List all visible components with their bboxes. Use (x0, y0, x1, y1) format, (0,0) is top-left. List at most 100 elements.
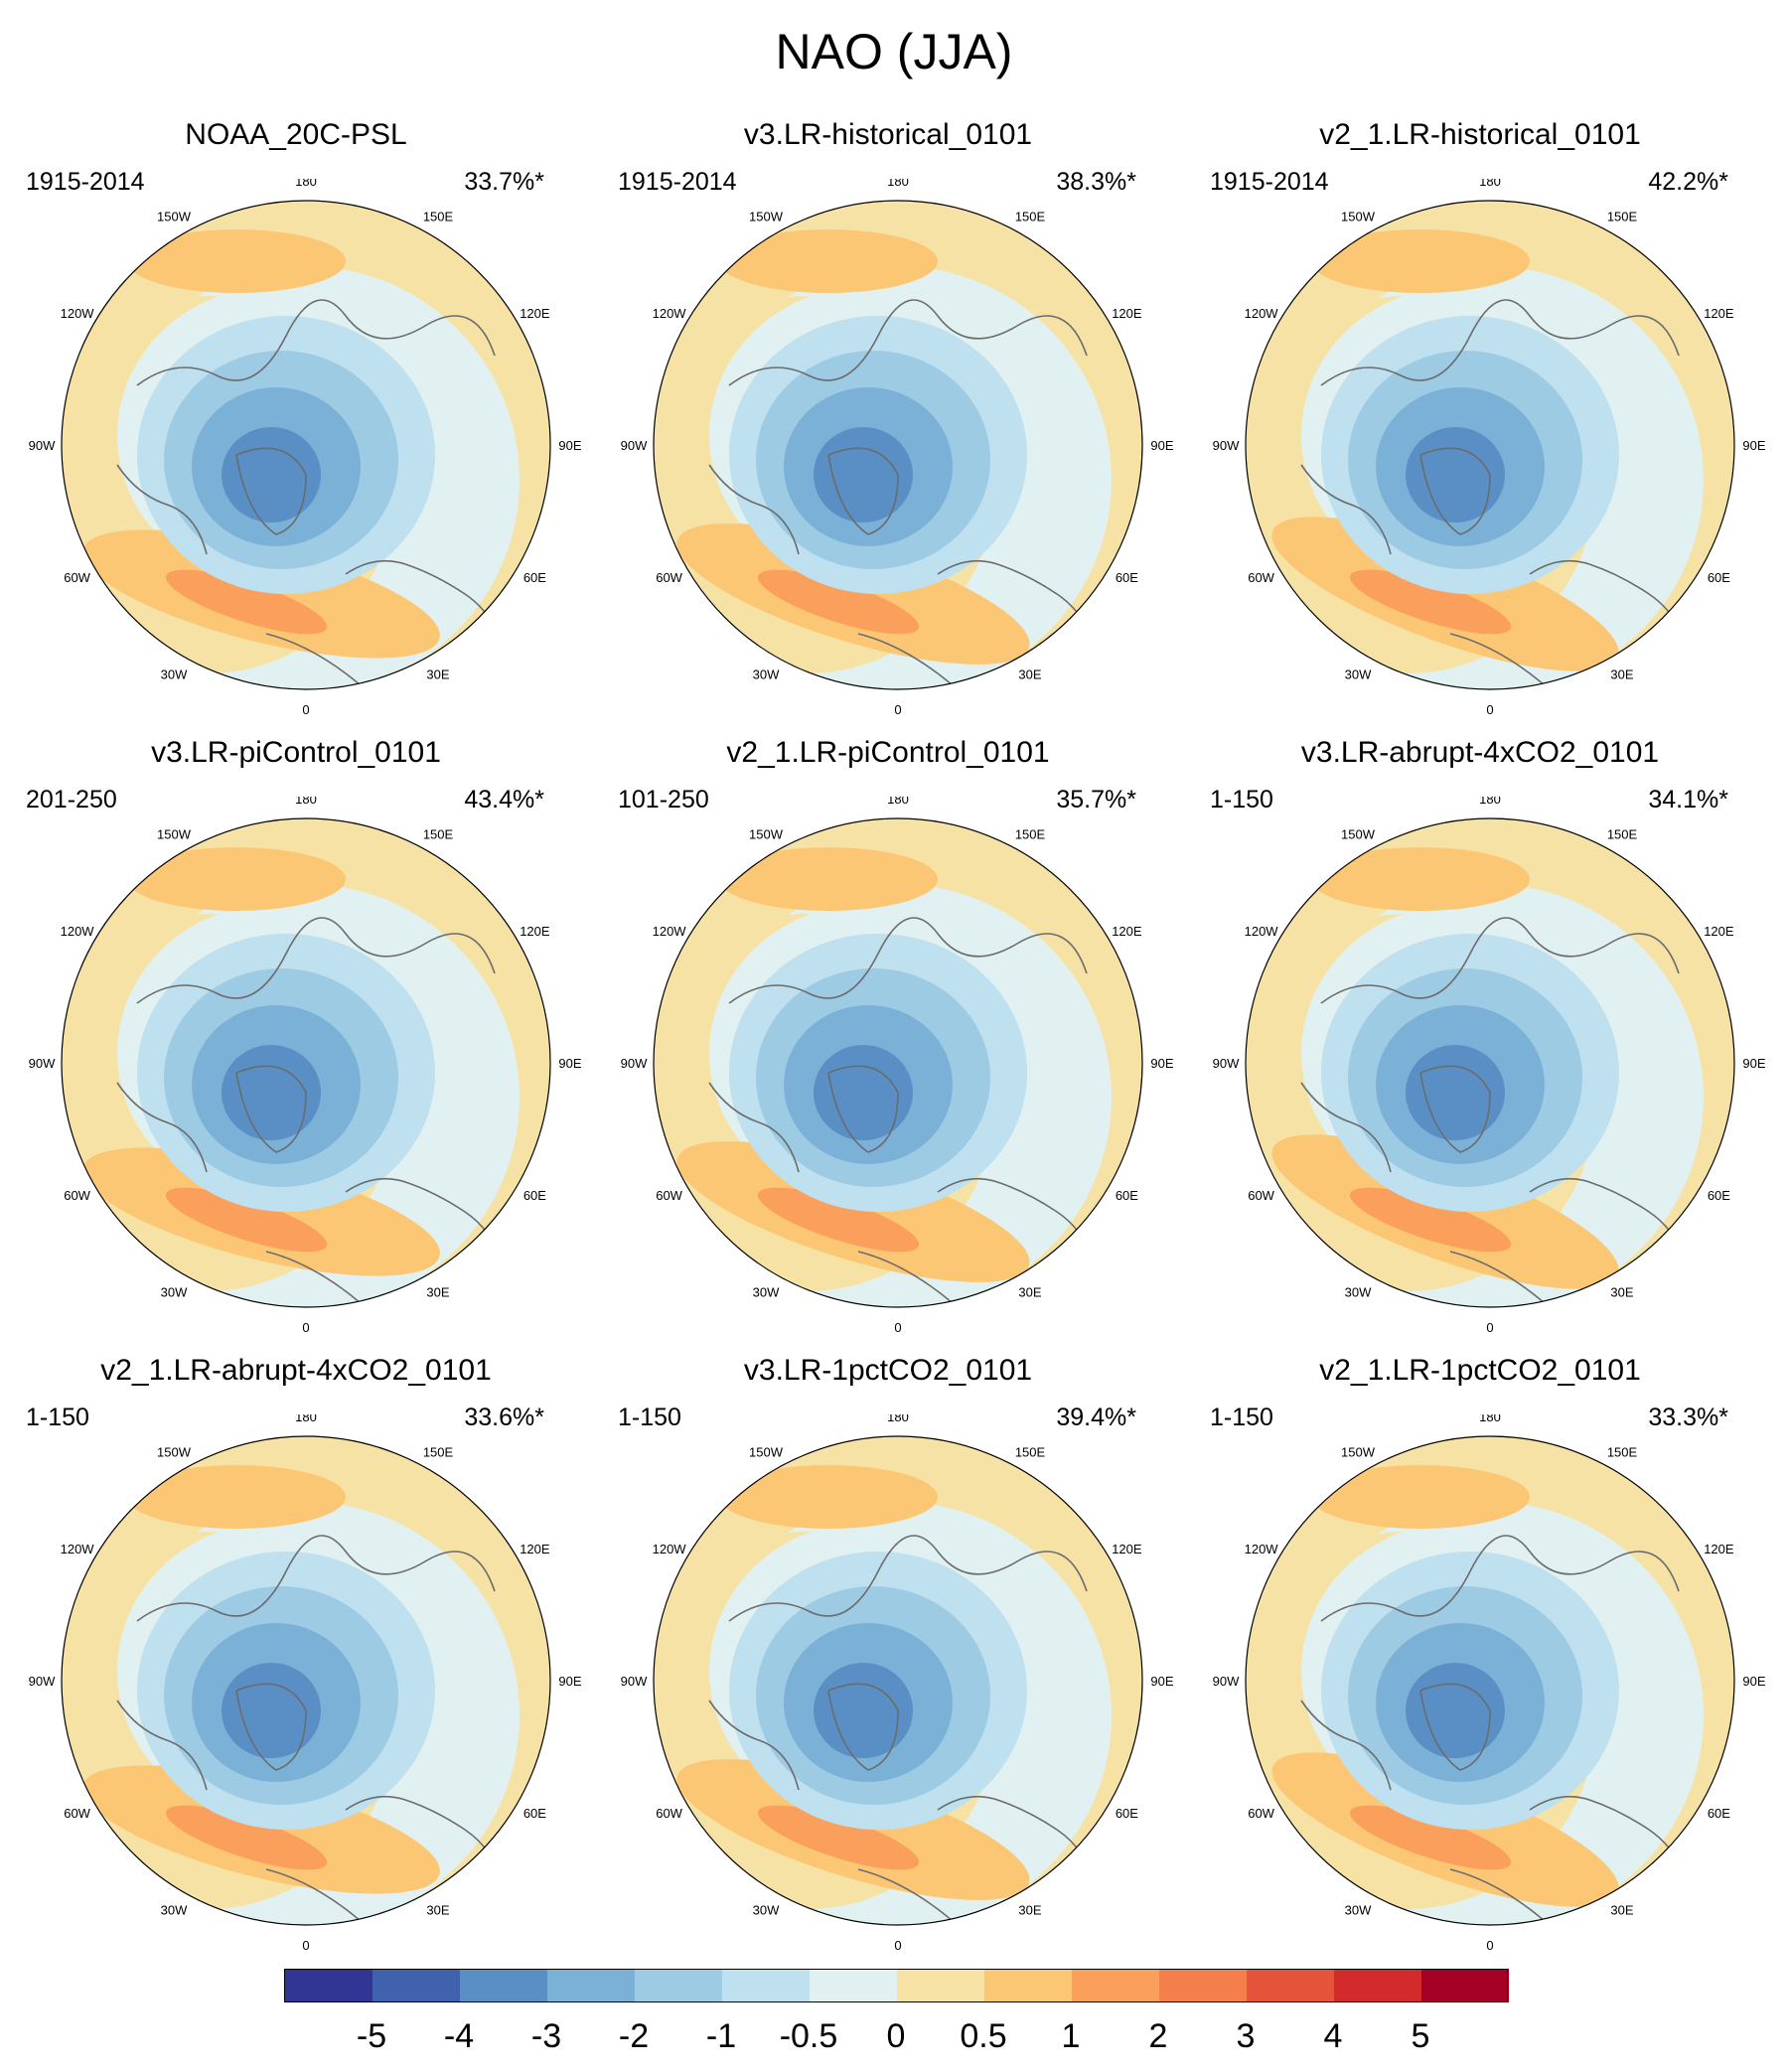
longitude-label: 30W (1345, 1284, 1372, 1299)
longitude-label: 60E (523, 1806, 546, 1821)
longitude-label: 120E (1704, 924, 1734, 939)
longitude-label: 60W (656, 1806, 682, 1821)
coastlines (116, 1535, 506, 1925)
panel-variance: 33.3%* (1648, 1404, 1728, 1431)
panel-period: 101-250 (618, 786, 709, 814)
panel-title: v2_1.LR-piControl_0101 (726, 736, 1050, 769)
longitude-label: 60W (656, 570, 682, 585)
coastlines (116, 299, 506, 689)
polar-map: 180 150E 120E 90E 60E 30E 0 30W 60W 90W 120W 150W (1213, 1414, 1766, 1951)
longitude-label: 120E (520, 924, 550, 939)
panel-variance: 33.7%* (464, 168, 544, 196)
panel-title: v3.LR-1pctCO2_0101 (743, 1354, 1033, 1387)
panel-variance: 43.4%* (464, 786, 544, 814)
longitude-label: 30E (1018, 666, 1041, 681)
map-boundary (1245, 817, 1735, 1308)
map-boundary (61, 817, 551, 1308)
map-boundary (653, 817, 1143, 1308)
map-panel: v3.LR-abrupt-4xCO2_0101 1-150 34.1%* 180 150… (1184, 735, 1776, 1333)
longitude-label: 180 (1479, 1414, 1501, 1424)
panel-variance: 33.6%* (464, 1404, 544, 1431)
longitude-label: 0 (1486, 1938, 1493, 1951)
polar-map: 180 150E 120E 90E 60E 30E 0 30W 60W 90W 120W 150W (621, 797, 1174, 1333)
longitude-label: 90W (621, 1056, 648, 1071)
longitude-label: 0 (1486, 702, 1493, 715)
longitude-label: 150E (1607, 1445, 1638, 1460)
longitude-label: 120W (1245, 924, 1279, 939)
polar-map: 180 150E 120E 90E 60E 30E 0 30W 60W 90W 120W 150W (1213, 179, 1766, 715)
colorbar-label: 2 (1148, 2017, 1168, 2055)
longitude-label: 150E (1015, 827, 1046, 842)
pacific-positive (1311, 847, 1530, 911)
longitude-label: 30E (1610, 1902, 1633, 1917)
colorbar-box (284, 1969, 372, 2002)
longitude-label: 60E (523, 570, 546, 585)
longitude-label: 180 (1479, 179, 1501, 189)
polar-map: 180 150E 120E 90E 60E 30E 0 30W 60W 90W 120W 150W (29, 797, 582, 1333)
longitude-label: 60E (1708, 1806, 1730, 1821)
colorbar-box (546, 1969, 635, 2002)
longitude-label: 30E (1018, 1284, 1041, 1299)
map-panel: v2_1.LR-abrupt-4xCO2_0101 1-150 33.6%* 180 1… (0, 1353, 592, 1951)
panel-period: 1-150 (618, 1404, 681, 1431)
longitude-label: 120E (1112, 924, 1142, 939)
longitude-label: 120W (1245, 306, 1279, 321)
longitude-label: 60W (64, 1188, 90, 1203)
coastlines (1300, 299, 1690, 689)
colorbar-box (721, 1969, 810, 2002)
colorbar-label: -2 (618, 2017, 650, 2055)
longitude-label: 120W (653, 1542, 687, 1556)
colorbar-label: 0.5 (960, 2017, 1007, 2055)
pacific-positive (127, 229, 346, 293)
pacific-positive (1311, 1465, 1530, 1529)
colorbar-box (1420, 1969, 1509, 2002)
panel-title: v3.LR-abrupt-4xCO2_0101 (1300, 736, 1660, 769)
longitude-label: 150E (1015, 210, 1046, 224)
longitude-label: 30W (1345, 666, 1372, 681)
polar-map: 180 150E 120E 90E 60E 30E 0 30W 60W 90W 120W 150W (621, 179, 1174, 715)
colorbar (284, 1969, 1509, 2002)
longitude-label: 0 (1486, 1320, 1493, 1333)
panel-period: 1915-2014 (618, 168, 737, 196)
colorbar-box (1333, 1969, 1421, 2002)
coastlines (116, 917, 506, 1307)
panel-title: NOAA_20C-PSL (185, 118, 407, 151)
map-boundary (61, 1435, 551, 1926)
longitude-label: 120E (1112, 1542, 1142, 1556)
longitude-label: 150W (157, 1445, 192, 1460)
positive-band-core (165, 569, 328, 635)
longitude-label: 90E (1742, 1056, 1765, 1071)
panel-title: v3.LR-historical_0101 (743, 118, 1033, 151)
longitude-label: 90E (1150, 1674, 1173, 1689)
positive-band-core (757, 1805, 920, 1870)
longitude-label: 150E (423, 210, 454, 224)
longitude-label: 120W (61, 924, 95, 939)
positive-band-core (1349, 1805, 1512, 1870)
longitude-label: 180 (887, 797, 909, 807)
longitude-label: 120W (653, 306, 687, 321)
coastlines (708, 299, 1098, 689)
longitude-label: 30E (1018, 1902, 1041, 1917)
longitude-label: 120E (1704, 306, 1734, 321)
longitude-label: 120W (1245, 1542, 1279, 1556)
panel-period: 1915-2014 (26, 168, 145, 196)
panel-title: v2_1.LR-historical_0101 (1319, 118, 1641, 151)
longitude-label: 150E (1607, 210, 1638, 224)
longitude-label: 150W (157, 827, 192, 842)
longitude-label: 90W (621, 438, 648, 453)
colorbar-label: 5 (1411, 2017, 1430, 2055)
longitude-label: 60E (1116, 1188, 1138, 1203)
longitude-label: 30W (753, 1284, 780, 1299)
coastlines (1300, 1535, 1690, 1925)
longitude-label: 180 (295, 179, 317, 189)
longitude-label: 30E (426, 1284, 449, 1299)
longitude-label: 30W (161, 1284, 188, 1299)
polar-map: 180 150E 120E 90E 60E 30E 0 30W 60W 90W 120W 150W (29, 1414, 582, 1951)
longitude-label: 90W (29, 1674, 56, 1689)
longitude-label: 150W (1341, 210, 1376, 224)
panel-variance: 34.1%* (1648, 786, 1728, 814)
colorbar-box (809, 1969, 897, 2002)
longitude-label: 90W (621, 1674, 648, 1689)
pacific-positive (127, 847, 346, 911)
map-boundary (1245, 1435, 1735, 1926)
